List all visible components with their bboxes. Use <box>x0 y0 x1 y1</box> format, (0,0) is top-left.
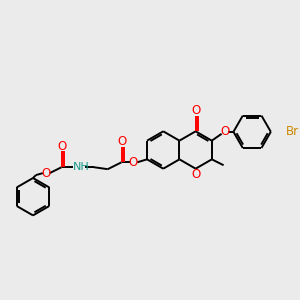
Text: O: O <box>41 167 50 180</box>
Text: NH: NH <box>73 162 90 172</box>
Text: O: O <box>191 104 200 117</box>
Text: O: O <box>191 168 200 181</box>
Text: O: O <box>117 135 126 148</box>
Text: O: O <box>129 156 138 169</box>
Text: Br: Br <box>286 125 299 138</box>
Text: O: O <box>220 125 229 138</box>
Text: O: O <box>57 140 66 153</box>
